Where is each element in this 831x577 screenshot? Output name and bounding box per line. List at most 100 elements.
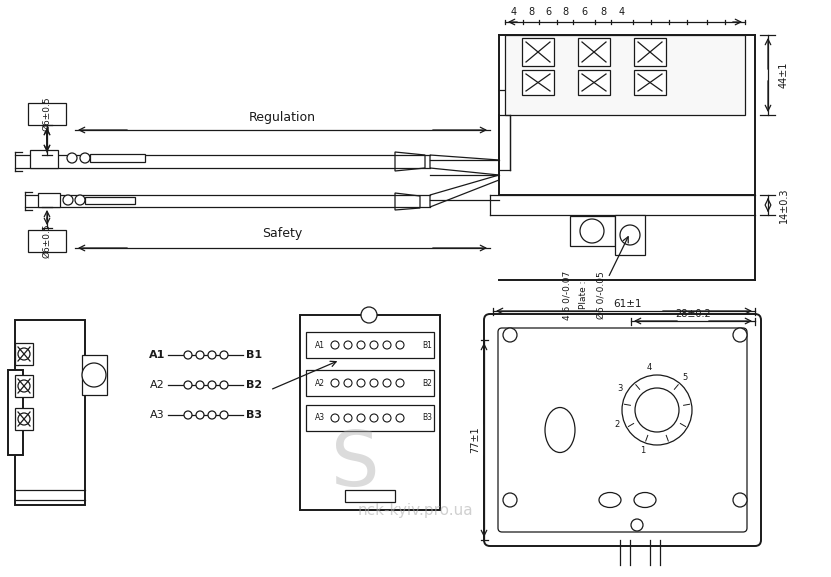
- Text: A2: A2: [150, 380, 165, 390]
- Text: 3: 3: [617, 384, 622, 393]
- Text: Ø6±0.5: Ø6±0.5: [42, 224, 52, 258]
- Circle shape: [184, 381, 192, 389]
- Circle shape: [361, 307, 377, 323]
- Text: A3: A3: [150, 410, 165, 420]
- Text: B3: B3: [422, 414, 432, 422]
- Bar: [82, 355, 107, 395]
- Circle shape: [196, 411, 204, 419]
- Text: S: S: [331, 428, 379, 502]
- Circle shape: [344, 414, 352, 422]
- Text: Safety: Safety: [262, 227, 302, 241]
- Ellipse shape: [545, 407, 575, 452]
- Bar: [300, 315, 440, 510]
- Polygon shape: [395, 193, 420, 210]
- Bar: [8, 370, 23, 455]
- Circle shape: [208, 411, 216, 419]
- Circle shape: [733, 493, 747, 507]
- Bar: [578, 70, 610, 95]
- Circle shape: [370, 341, 378, 349]
- Bar: [570, 216, 615, 246]
- Bar: [634, 70, 666, 95]
- Circle shape: [184, 351, 192, 359]
- Circle shape: [18, 348, 30, 360]
- Circle shape: [80, 153, 90, 163]
- Text: Ø6±0.5: Ø6±0.5: [42, 97, 52, 132]
- Text: Ø6 0/-0.05: Ø6 0/-0.05: [597, 271, 606, 319]
- Bar: [306, 405, 434, 431]
- Circle shape: [357, 379, 365, 387]
- Bar: [615, 215, 645, 255]
- Circle shape: [396, 341, 404, 349]
- Circle shape: [396, 414, 404, 422]
- Ellipse shape: [599, 493, 621, 508]
- Circle shape: [580, 219, 604, 243]
- Circle shape: [220, 381, 228, 389]
- Text: 6: 6: [581, 7, 587, 17]
- Text: 2: 2: [614, 420, 619, 429]
- Circle shape: [370, 379, 378, 387]
- Circle shape: [208, 381, 216, 389]
- Text: B1: B1: [246, 350, 262, 360]
- Polygon shape: [430, 155, 499, 175]
- Text: 4: 4: [619, 7, 625, 17]
- Circle shape: [631, 519, 643, 531]
- Text: 5: 5: [682, 373, 687, 381]
- Text: B2: B2: [422, 379, 432, 388]
- Polygon shape: [430, 175, 499, 207]
- Text: 4.6 0/-0.07: 4.6 0/-0.07: [563, 271, 572, 320]
- Circle shape: [357, 341, 365, 349]
- Circle shape: [18, 413, 30, 425]
- Text: 8: 8: [528, 7, 534, 17]
- Circle shape: [344, 379, 352, 387]
- Circle shape: [196, 381, 204, 389]
- Text: 61±1: 61±1: [612, 299, 642, 309]
- Circle shape: [63, 195, 73, 205]
- Circle shape: [184, 411, 192, 419]
- Bar: [578, 38, 610, 66]
- Circle shape: [620, 225, 640, 245]
- Bar: [522, 38, 554, 66]
- Text: B3: B3: [246, 410, 262, 420]
- Circle shape: [733, 328, 747, 342]
- Text: Regulation: Regulation: [248, 111, 316, 123]
- Bar: [85, 197, 135, 204]
- Bar: [15, 320, 85, 505]
- Text: B1: B1: [422, 340, 432, 350]
- Ellipse shape: [634, 493, 656, 508]
- FancyBboxPatch shape: [498, 328, 747, 532]
- Circle shape: [370, 414, 378, 422]
- Bar: [522, 70, 554, 95]
- Polygon shape: [395, 152, 425, 171]
- Text: 4: 4: [647, 363, 652, 372]
- Bar: [28, 230, 66, 252]
- Circle shape: [331, 379, 339, 387]
- Bar: [90, 154, 145, 162]
- Text: A3: A3: [315, 414, 325, 422]
- Circle shape: [503, 493, 517, 507]
- Circle shape: [331, 341, 339, 349]
- Circle shape: [67, 153, 77, 163]
- Text: nck-kyiv.pro.ua: nck-kyiv.pro.ua: [357, 503, 473, 518]
- Text: 8: 8: [562, 7, 568, 17]
- Text: Plate :: Plate :: [579, 281, 588, 309]
- Circle shape: [383, 414, 391, 422]
- Text: B2: B2: [246, 380, 262, 390]
- Text: A2: A2: [315, 379, 325, 388]
- Circle shape: [82, 363, 106, 387]
- Circle shape: [383, 379, 391, 387]
- Circle shape: [383, 341, 391, 349]
- Circle shape: [344, 341, 352, 349]
- Text: A1: A1: [315, 340, 325, 350]
- Circle shape: [75, 195, 85, 205]
- Circle shape: [331, 414, 339, 422]
- Circle shape: [635, 388, 679, 432]
- Circle shape: [503, 328, 517, 342]
- Text: 44±1: 44±1: [779, 62, 789, 88]
- Bar: [15, 343, 33, 365]
- Bar: [306, 332, 434, 358]
- Circle shape: [220, 411, 228, 419]
- Circle shape: [396, 379, 404, 387]
- Bar: [505, 35, 745, 115]
- Text: 77±1: 77±1: [470, 426, 480, 454]
- Bar: [30, 150, 58, 168]
